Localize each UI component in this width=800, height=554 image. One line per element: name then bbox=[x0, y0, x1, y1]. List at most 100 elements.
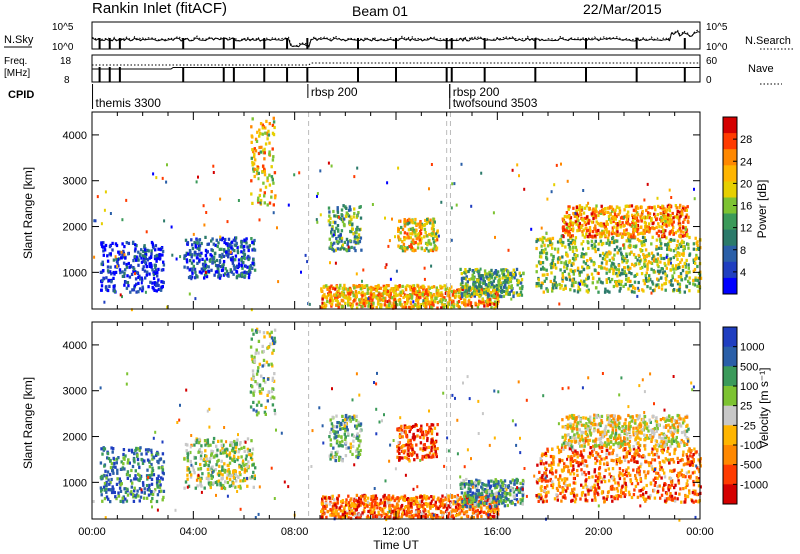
y-tick-label: 1000 bbox=[63, 267, 87, 279]
echo-cell bbox=[582, 218, 585, 222]
echo-cell bbox=[349, 215, 352, 219]
echo-cell bbox=[674, 266, 677, 270]
echo-cell bbox=[574, 253, 577, 257]
echo-cell bbox=[488, 297, 491, 301]
echo-cell bbox=[667, 244, 671, 248]
echo-cell bbox=[419, 435, 422, 439]
echo-cell bbox=[540, 226, 543, 230]
echo-cell bbox=[415, 228, 418, 232]
echo-cell bbox=[644, 276, 648, 281]
echo-cell bbox=[128, 474, 131, 478]
echo-cell bbox=[227, 255, 230, 259]
echo-cell bbox=[218, 464, 221, 468]
echo-cell bbox=[580, 242, 583, 246]
echo-cell bbox=[158, 458, 161, 462]
echo-cell bbox=[637, 280, 640, 285]
echo-cell bbox=[340, 290, 344, 294]
echo-cell bbox=[403, 231, 407, 235]
echo-cell bbox=[347, 303, 350, 307]
echo-cell bbox=[250, 140, 253, 144]
echo-cell bbox=[193, 267, 197, 271]
echo-cell bbox=[632, 286, 635, 290]
echo-cell bbox=[203, 463, 206, 467]
echo-cell bbox=[241, 461, 245, 465]
echo-cell bbox=[379, 498, 383, 502]
echo-cell bbox=[240, 455, 243, 459]
echo-cell bbox=[106, 259, 110, 263]
echo-cell bbox=[211, 248, 214, 253]
echo-cell bbox=[432, 247, 435, 251]
echo-cell bbox=[155, 477, 159, 481]
y-tick-label: 4000 bbox=[63, 130, 87, 142]
echo-cell bbox=[115, 482, 119, 486]
echo-cell bbox=[197, 467, 200, 471]
echo-cell bbox=[490, 306, 493, 310]
echo-cell bbox=[353, 298, 356, 302]
echo-cell bbox=[152, 473, 156, 477]
echo-cell bbox=[221, 465, 224, 469]
echo-cell bbox=[336, 300, 339, 304]
echo-cell bbox=[493, 295, 497, 299]
echo-cell bbox=[414, 303, 417, 307]
echo-cell bbox=[644, 248, 648, 252]
echo-cell bbox=[596, 280, 599, 284]
echo-cell bbox=[184, 253, 187, 258]
echo-cell bbox=[646, 211, 650, 215]
echo-cell bbox=[693, 267, 697, 272]
echo-cell bbox=[415, 453, 419, 457]
echo-cell bbox=[571, 281, 575, 285]
echo-cell bbox=[225, 253, 228, 257]
echo-cell bbox=[648, 222, 651, 226]
echo-cell bbox=[396, 303, 399, 307]
echo-cell bbox=[335, 414, 338, 418]
echo-cell bbox=[656, 196, 659, 200]
echo-cell bbox=[151, 268, 154, 272]
echo-cell bbox=[231, 261, 235, 265]
echo-cell bbox=[158, 480, 161, 484]
echo-cell bbox=[109, 500, 112, 504]
echo-cell bbox=[411, 436, 415, 440]
echo-cell bbox=[660, 256, 663, 260]
echo-cell bbox=[269, 396, 273, 400]
echo-cell bbox=[226, 243, 229, 247]
echo-cell bbox=[553, 263, 557, 267]
echo-cell bbox=[213, 455, 216, 459]
echo-cell bbox=[664, 229, 667, 233]
echo-cell bbox=[136, 270, 139, 275]
echo-cell bbox=[676, 257, 679, 261]
echo-cell bbox=[111, 450, 114, 454]
echo-cell bbox=[505, 292, 508, 296]
echo-cell bbox=[401, 449, 405, 453]
echo-cell bbox=[414, 217, 417, 222]
echo-cell bbox=[146, 270, 149, 274]
echo-cell bbox=[246, 464, 249, 468]
echo-cell bbox=[357, 423, 361, 427]
echo-cell bbox=[411, 447, 414, 452]
echo-cell bbox=[389, 291, 392, 295]
echo-cell bbox=[652, 259, 655, 263]
echo-cell bbox=[518, 292, 521, 297]
echo-cell bbox=[498, 289, 501, 293]
echo-cell bbox=[140, 277, 143, 281]
echo-cell bbox=[124, 268, 127, 272]
echo-cell bbox=[407, 452, 410, 456]
echo-cell bbox=[425, 455, 428, 459]
echo-cell bbox=[209, 485, 212, 490]
echo-cell bbox=[333, 293, 336, 297]
echo-cell bbox=[151, 492, 155, 496]
echo-cell bbox=[555, 163, 558, 167]
echo-cell bbox=[215, 238, 218, 242]
echo-cell bbox=[657, 285, 661, 290]
echo-cell bbox=[352, 439, 355, 443]
echo-cell bbox=[247, 248, 250, 253]
echo-cell bbox=[105, 476, 108, 480]
echo-cell bbox=[232, 470, 235, 474]
echo-cell bbox=[370, 285, 373, 289]
echo-cell bbox=[331, 234, 334, 238]
echo-cell bbox=[637, 232, 640, 236]
echo-cell bbox=[106, 452, 110, 456]
echo-cell bbox=[350, 306, 354, 310]
echo-cell bbox=[106, 288, 110, 293]
echo-cell bbox=[567, 205, 570, 209]
echo-cell bbox=[470, 277, 473, 281]
